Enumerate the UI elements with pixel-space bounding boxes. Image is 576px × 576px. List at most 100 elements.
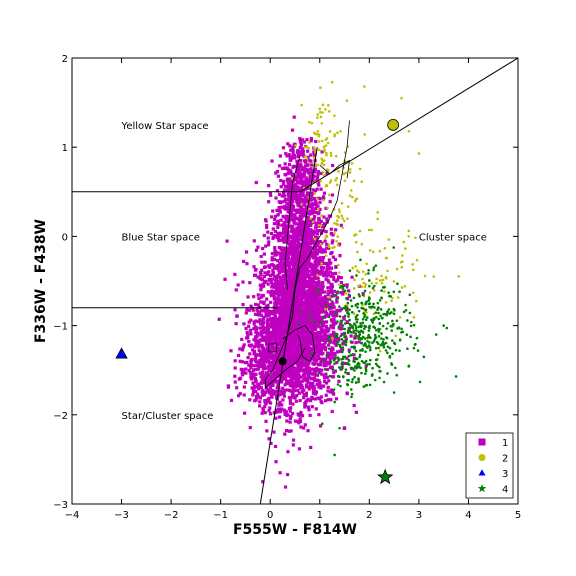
point-series-1 — [303, 246, 308, 250]
point-series-1 — [330, 294, 334, 298]
point-series-2 — [375, 277, 378, 281]
point-series-4 — [354, 332, 358, 336]
point-series-4 — [347, 315, 350, 318]
point-series-1 — [276, 275, 280, 279]
point-series-1 — [290, 390, 294, 394]
point-series-1 — [317, 262, 321, 266]
point-series-1 — [289, 240, 293, 244]
point-series-1 — [331, 255, 335, 259]
point-series-1 — [276, 371, 280, 375]
point-series-1 — [293, 311, 297, 315]
point-series-1 — [263, 401, 268, 405]
point-series-1 — [286, 171, 290, 176]
point-series-1 — [276, 374, 280, 378]
point-series-1 — [335, 296, 340, 300]
point-series-1 — [332, 289, 336, 293]
point-series-2 — [361, 270, 365, 273]
point-series-2 — [376, 211, 379, 214]
point-series-1 — [252, 265, 256, 269]
point-series-2 — [317, 140, 321, 143]
point-series-2 — [400, 96, 403, 100]
point-series-1 — [314, 139, 318, 144]
point-series-1 — [287, 162, 292, 167]
point-series-1 — [284, 283, 289, 287]
point-series-1 — [299, 303, 303, 308]
point-series-1 — [262, 393, 267, 397]
point-series-1 — [286, 180, 290, 184]
point-series-1 — [297, 244, 301, 248]
point-series-1 — [303, 305, 307, 309]
point-series-1 — [265, 350, 269, 355]
point-series-4 — [343, 333, 346, 336]
point-series-1 — [325, 304, 329, 308]
point-series-1 — [318, 258, 322, 262]
point-series-1 — [278, 410, 282, 414]
point-series-2 — [348, 171, 352, 174]
point-series-1 — [340, 326, 344, 330]
point-series-1 — [308, 210, 312, 215]
point-series-1 — [292, 268, 297, 273]
point-series-1 — [276, 294, 280, 299]
point-series-4 — [381, 286, 385, 289]
point-series-2 — [321, 103, 325, 107]
point-series-1 — [339, 280, 344, 285]
point-series-4 — [400, 327, 403, 331]
point-series-1 — [329, 232, 334, 236]
point-series-1 — [312, 306, 316, 311]
point-series-1 — [281, 368, 286, 372]
point-series-4 — [338, 315, 342, 318]
point-series-1 — [264, 244, 268, 248]
point-series-1 — [288, 326, 293, 330]
point-series-1 — [300, 246, 304, 251]
point-series-1 — [293, 383, 297, 388]
point-series-1 — [247, 308, 251, 312]
point-series-1 — [323, 376, 327, 380]
point-series-1 — [269, 280, 274, 285]
point-series-1 — [279, 261, 283, 265]
point-series-1 — [295, 332, 299, 337]
point-series-1 — [277, 346, 281, 351]
point-series-1 — [310, 384, 314, 389]
point-series-1 — [280, 379, 284, 383]
point-series-1 — [309, 223, 313, 228]
point-series-1 — [274, 171, 278, 175]
point-series-1 — [300, 284, 304, 288]
point-series-1 — [256, 293, 260, 297]
point-series-1 — [293, 234, 297, 238]
point-series-1 — [307, 186, 311, 190]
point-series-1 — [326, 271, 330, 275]
point-series-1 — [278, 285, 282, 289]
point-series-1 — [307, 259, 311, 263]
point-series-1 — [250, 377, 254, 381]
point-series-1 — [296, 237, 301, 241]
point-series-1 — [294, 247, 298, 252]
point-series-1 — [340, 332, 344, 336]
point-series-1 — [254, 340, 258, 344]
point-series-1 — [305, 315, 310, 320]
point-series-2 — [333, 133, 337, 136]
point-series-1 — [318, 200, 322, 204]
point-series-1 — [331, 233, 335, 237]
point-series-4 — [386, 345, 390, 349]
point-series-4 — [343, 306, 347, 310]
point-series-1 — [317, 368, 321, 373]
point-series-1 — [331, 239, 335, 243]
point-series-1 — [315, 319, 319, 323]
point-series-1 — [251, 373, 255, 377]
point-series-1 — [309, 139, 313, 143]
point-series-1 — [328, 200, 332, 204]
point-series-1 — [302, 362, 306, 366]
point-series-1 — [318, 292, 322, 297]
point-series-2 — [398, 316, 402, 319]
point-series-1 — [259, 337, 263, 342]
point-series-1 — [251, 393, 255, 397]
point-series-4 — [361, 321, 365, 325]
point-series-1 — [282, 388, 286, 393]
point-series-2 — [336, 131, 339, 135]
point-series-1 — [262, 405, 267, 409]
point-series-1 — [248, 371, 253, 375]
point-series-1 — [254, 343, 258, 347]
point-series-1 — [326, 398, 330, 402]
point-series-1 — [322, 274, 326, 278]
point-series-1 — [273, 304, 277, 308]
